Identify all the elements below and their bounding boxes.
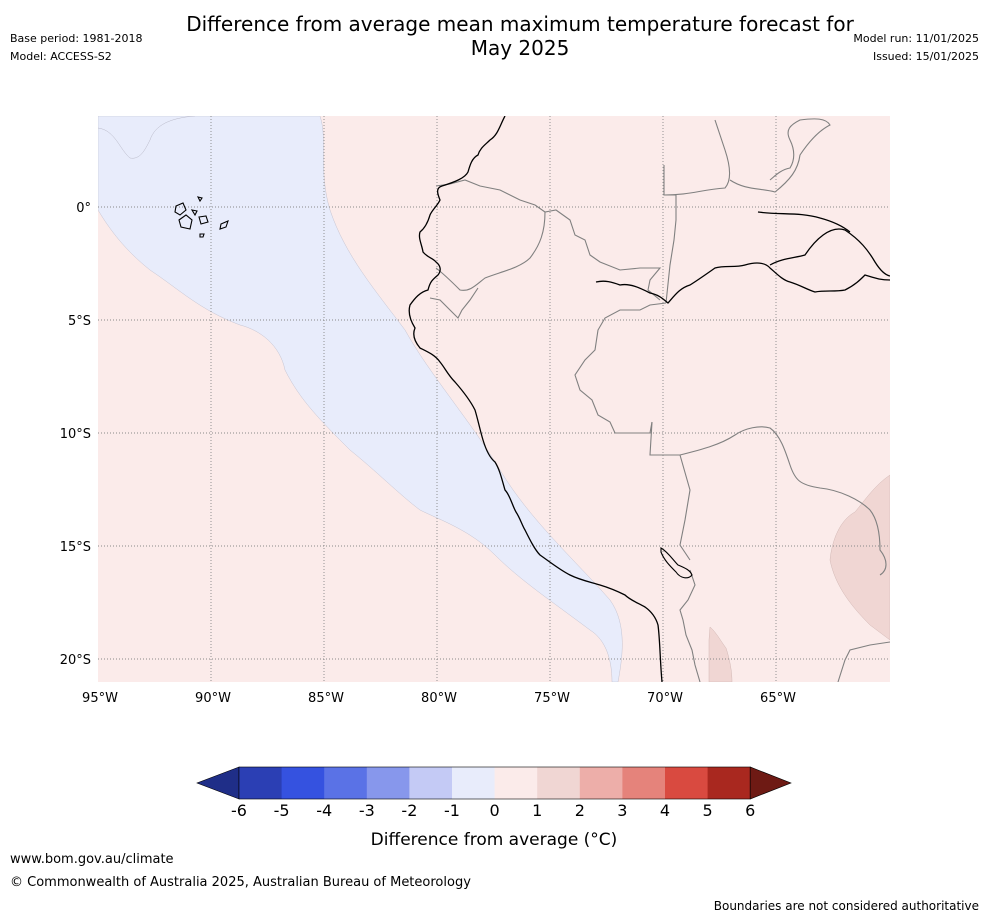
colorbar-tick-label: -2 xyxy=(401,801,417,820)
lon-label: 85°W xyxy=(308,691,344,706)
galapagos-islands xyxy=(174,196,229,238)
model-run: Model run: 11/01/2025 xyxy=(853,32,979,45)
lon-label: 75°W xyxy=(534,691,570,706)
lon-label: 90°W xyxy=(195,691,231,706)
colorbar-tick-label: 6 xyxy=(745,801,755,820)
lat-label: 5°S xyxy=(68,314,91,329)
lon-label: 65°W xyxy=(760,691,796,706)
warm-anomaly-region-east xyxy=(829,474,890,641)
colorbar-swatch xyxy=(452,767,496,799)
colorbar: -6 -5 -4 -3 -2 -1 0 1 2 3 4 5 6 xyxy=(196,766,792,820)
colorbar-swatch xyxy=(537,767,581,799)
lat-label: 10°S xyxy=(60,427,91,442)
colorbar-swatch xyxy=(239,767,283,799)
lon-axis-labels: 95°W 90°W 85°W 80°W 75°W 70°W 65°W xyxy=(82,691,796,706)
cool-anomaly-outline xyxy=(98,116,196,159)
colorbar-swatch xyxy=(409,767,453,799)
map-title: Difference from average mean maximum tem… xyxy=(150,12,890,60)
base-period: Base period: 1981-2018 xyxy=(10,32,143,45)
footer-url: www.bom.gov.au/climate xyxy=(10,852,174,867)
colorbar-tick-label: 3 xyxy=(617,801,627,820)
colorbar-tick-label: -5 xyxy=(274,801,290,820)
lat-axis-labels: 0° 5°S 10°S 15°S 20°S xyxy=(60,201,91,668)
colorbar-swatch xyxy=(324,767,368,799)
footer-copyright: © Commonwealth of Australia 2025, Austra… xyxy=(10,875,471,890)
lat-label: 0° xyxy=(76,201,91,216)
colorbar-tick-label: 5 xyxy=(703,801,713,820)
colorbar-tick-label: 1 xyxy=(532,801,542,820)
meta-right: Model run: 11/01/2025 Issued: 15/01/2025 xyxy=(853,30,979,66)
lat-label: 20°S xyxy=(60,653,91,668)
colorbar-tick-label: -4 xyxy=(316,801,332,820)
cool-anomaly-region xyxy=(98,116,623,682)
lon-label: 95°W xyxy=(82,691,118,706)
lake-titicaca xyxy=(660,547,693,579)
colorbar-frame xyxy=(238,766,751,800)
colorbar-tick-label: -3 xyxy=(359,801,375,820)
colorbar-tick-label: 0 xyxy=(490,801,500,820)
model-name: Model: ACCESS-S2 xyxy=(10,50,112,63)
footer-note: Boundaries are not considered authoritat… xyxy=(713,899,979,913)
country-borders xyxy=(429,118,890,682)
colorbar-swatch xyxy=(281,767,325,799)
colorbar-over-arrow xyxy=(749,766,792,800)
lat-label: 15°S xyxy=(60,540,91,555)
colorbar-swatch xyxy=(494,767,538,799)
colorbar-swatch xyxy=(366,767,410,799)
colorbar-swatch xyxy=(665,767,709,799)
map-panel xyxy=(98,116,890,682)
issued-date: Issued: 15/01/2025 xyxy=(872,50,979,63)
colorbar-swatch xyxy=(707,767,751,799)
title-line-1: Difference from average mean maximum tem… xyxy=(186,12,854,36)
lon-label: 80°W xyxy=(421,691,457,706)
colorbar-tick-label: -6 xyxy=(231,801,247,820)
coastlines xyxy=(408,116,890,682)
warm-anomaly-region-south xyxy=(708,626,733,682)
colorbar-swatch xyxy=(579,767,623,799)
colorbar-tick-label: 4 xyxy=(660,801,670,820)
colorbar-tick-label: 2 xyxy=(575,801,585,820)
title-line-2: May 2025 xyxy=(470,36,570,60)
meta-left: Base period: 1981-2018 Model: ACCESS-S2 xyxy=(10,30,142,66)
colorbar-swatch xyxy=(622,767,666,799)
colorbar-title: Difference from average (°C) xyxy=(371,830,618,850)
colorbar-tick-label: -1 xyxy=(444,801,460,820)
lon-label: 70°W xyxy=(647,691,683,706)
graticule xyxy=(98,116,890,682)
colorbar-under-arrow xyxy=(196,766,240,800)
